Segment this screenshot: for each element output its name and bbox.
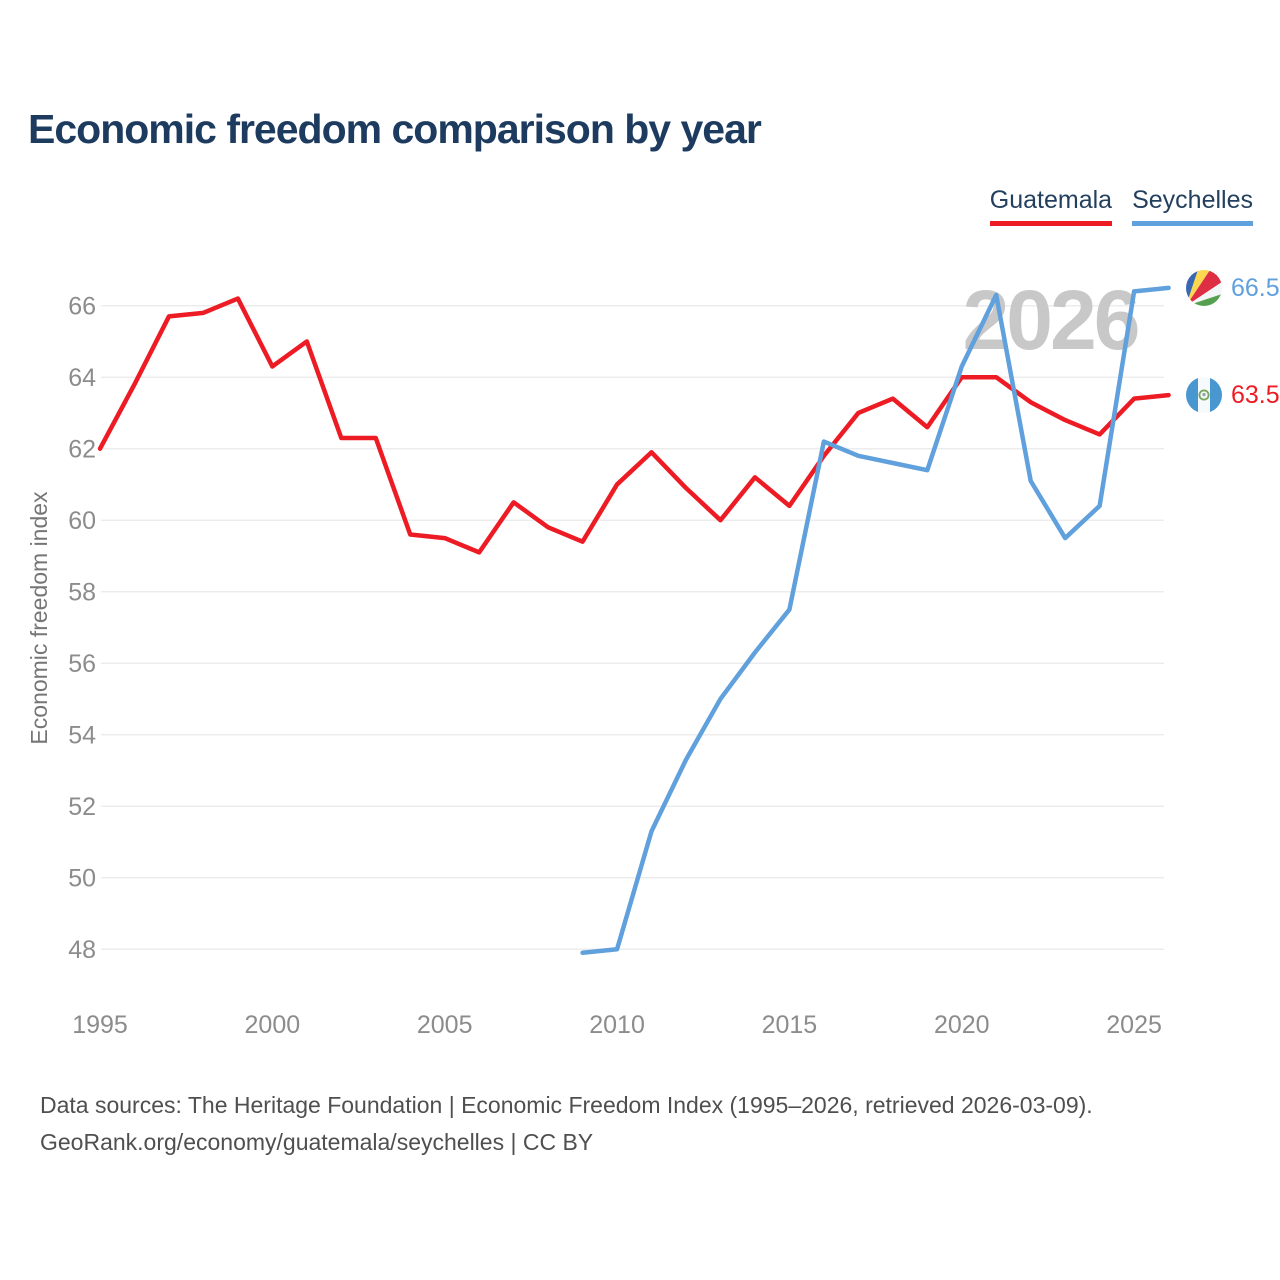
footer-attribution-line: GeoRank.org/economy/guatemala/seychelles… [40,1129,594,1155]
gridlines [101,304,1164,950]
seychelles-end-value: 66.5 [1231,273,1280,302]
y-tick-label-54: 54 [68,722,96,750]
seychelles-flag-icon [1186,270,1222,306]
page-title: Economic freedom comparison by year [28,106,762,152]
axis-labels: 48 50 52 54 56 58 60 62 64 66 1995 2000 2005 2010 2015… [68,293,1162,1039]
footer-sources-line: Data sources: The Heritage Foundation | … [40,1092,1093,1118]
end-label-seychelles: 66.5 [1186,270,1280,306]
y-tick-label-48: 48 [68,936,96,964]
y-tick-label-50: 50 [68,865,96,893]
series-lines [97,285,1171,956]
y-tick-label-66: 66 [68,293,96,321]
y-tick-label-52: 52 [68,793,96,821]
x-tick-label-2010: 2010 [589,1011,645,1039]
y-tick-label-56: 56 [68,650,96,678]
series-line-seychelles [580,285,1171,956]
y-tick-label-64: 64 [68,364,96,392]
y-axis-title: Economic freedom index [26,491,52,745]
x-tick-label-2025: 2025 [1106,1011,1162,1039]
y-tick-label-60: 60 [68,507,96,535]
legend-item-guatemala[interactable]: Guatemala [989,186,1113,226]
legend: Guatemala Seychelles [989,186,1253,226]
watermark-year: 2026 [963,273,1138,367]
guatemala-end-value: 63.5 [1231,380,1280,409]
y-tick-label-58: 58 [68,579,96,607]
y-tick-label-62: 62 [68,436,96,464]
footer: Data sources: The Heritage Foundation | … [40,1087,1093,1161]
guatemala-flag-icon [1186,377,1222,413]
legend-item-seychelles[interactable]: Seychelles [1132,186,1253,226]
x-tick-label-2020: 2020 [934,1011,990,1039]
series-line-guatemala [97,296,1171,555]
x-tick-label-2015: 2015 [762,1011,818,1039]
end-label-guatemala: 63.5 [1186,377,1280,413]
x-tick-label-2000: 2000 [245,1011,301,1039]
x-tick-label-1995: 1995 [72,1011,128,1039]
x-tick-label-2005: 2005 [417,1011,473,1039]
